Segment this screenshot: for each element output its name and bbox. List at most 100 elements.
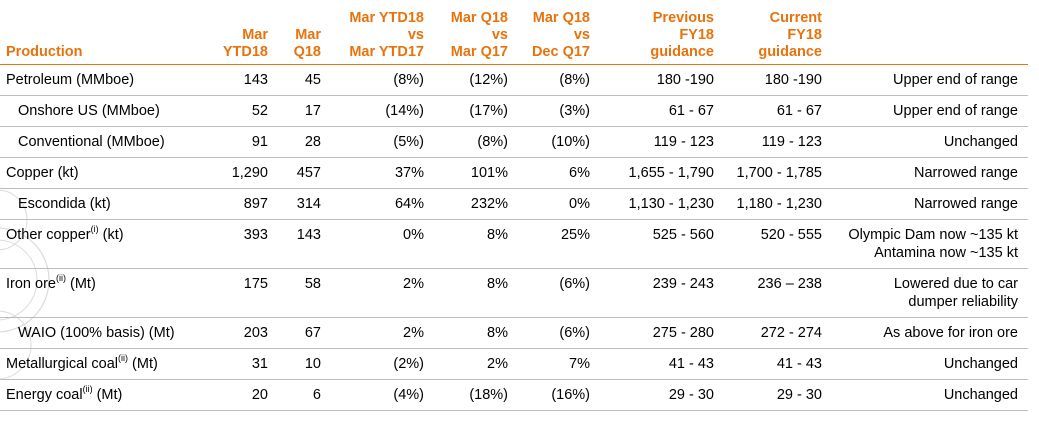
q-vs-q-cell: 8% — [428, 317, 512, 349]
guidance-comment-cell: Upper end of range — [826, 64, 1028, 96]
guidance-comment-line: Antamina now ~135 kt — [874, 245, 1018, 261]
mar-q18-cell: 10 — [272, 348, 325, 380]
current-guidance-cell: 41 - 43 — [718, 348, 826, 380]
mar-q18-cell: 457 — [272, 157, 325, 189]
mar-q18-cell: 58 — [272, 268, 325, 318]
commodity-name: Conventional (MMboe) — [18, 134, 165, 150]
ytd-vs-ytd-cell: (5%) — [325, 126, 428, 158]
q-vs-dec-cell: (16%) — [512, 379, 594, 411]
guidance-comment-cell: Upper end of range — [826, 95, 1028, 127]
table-row: WAIO (100% basis) (Mt) 203 67 2% 8% (6%) 275 -… — [0, 317, 1028, 349]
mar-ytd18-cell: 31 — [200, 348, 272, 380]
q-vs-dec-cell: 7% — [512, 348, 594, 380]
commodity-name-cell: Energy coal(ii) (Mt) — [0, 379, 200, 411]
guidance-comment-line: Unchanged — [943, 356, 1018, 372]
mar-q18-cell: 17 — [272, 95, 325, 127]
header-production: Production — [0, 10, 200, 65]
mar-ytd18-cell: 143 — [200, 64, 272, 96]
mar-q18-cell: 314 — [272, 188, 325, 220]
mar-q18-cell: 6 — [272, 379, 325, 411]
current-guidance-cell: 61 - 67 — [718, 95, 826, 127]
mar-q18-cell: 45 — [272, 64, 325, 96]
table-row: Petroleum (MMboe) 143 45 (8%) (12%) (8%) 180 -… — [0, 64, 1028, 96]
table-row: Metallurgical coal(ii) (Mt) 31 10 (2%) 2% 7% 4… — [0, 348, 1028, 380]
table-row: Copper (kt) 1,290 457 37% 101% 6% 1,655 - 1,79… — [0, 157, 1028, 189]
guidance-comment-line: Lowered due to car — [893, 276, 1018, 292]
header-current-guidance: Current FY18 guidance — [718, 10, 826, 65]
commodity-name-cell: Metallurgical coal(ii) (Mt) — [0, 348, 200, 380]
mar-ytd18-cell: 203 — [200, 317, 272, 349]
commodity-unit: (Mt) — [128, 356, 158, 372]
current-guidance-cell: 520 - 555 — [718, 219, 826, 269]
previous-guidance-cell: 275 - 280 — [594, 317, 718, 349]
mar-ytd18-cell: 393 — [200, 219, 272, 269]
guidance-comment-line: As above for iron ore — [883, 325, 1018, 341]
mar-ytd18-cell: 91 — [200, 126, 272, 158]
guidance-comment-cell: Narrowed range — [826, 157, 1028, 189]
table-row: Iron ore(ii) (Mt) 175 58 2% 8% (6%) 239 - 243 2… — [0, 268, 1028, 318]
ytd-vs-ytd-cell: 0% — [325, 219, 428, 269]
guidance-comment-line: Narrowed range — [914, 165, 1018, 181]
header-q-vs-q: Mar Q18 vs Mar Q17 — [428, 10, 512, 65]
guidance-comment-line: dumper reliability — [908, 294, 1018, 310]
commodity-name-cell: Escondida (kt) — [0, 188, 200, 220]
header-q-vs-dec: Mar Q18 vs Dec Q17 — [512, 10, 594, 65]
table-row: Conventional (MMboe) 91 28 (5%) (8%) (10%) 119… — [0, 126, 1028, 158]
q-vs-q-cell: 2% — [428, 348, 512, 380]
previous-guidance-cell: 119 - 123 — [594, 126, 718, 158]
footnote-marker: (ii) — [82, 384, 93, 395]
mar-q18-cell: 28 — [272, 126, 325, 158]
ytd-vs-ytd-cell: (4%) — [325, 379, 428, 411]
table-row: Other copper(i) (kt) 393 143 0% 8% 25% 525 - 5… — [0, 219, 1028, 269]
mar-ytd18-cell: 52 — [200, 95, 272, 127]
guidance-comment-cell: Narrowed range — [826, 188, 1028, 220]
commodity-name: Other copper — [6, 227, 91, 243]
mar-ytd18-cell: 175 — [200, 268, 272, 318]
previous-guidance-cell: 29 - 30 — [594, 379, 718, 411]
footnote-marker: (ii) — [55, 273, 66, 284]
previous-guidance-cell: 41 - 43 — [594, 348, 718, 380]
ytd-vs-ytd-cell: (2%) — [325, 348, 428, 380]
previous-guidance-cell: 180 -190 — [594, 64, 718, 96]
ytd-vs-ytd-cell: (14%) — [325, 95, 428, 127]
commodity-name-cell: WAIO (100% basis) (Mt) — [0, 317, 200, 349]
guidance-comment-line: Olympic Dam now ~135 kt — [848, 227, 1018, 243]
q-vs-q-cell: (17%) — [428, 95, 512, 127]
ytd-vs-ytd-cell: 64% — [325, 188, 428, 220]
header-mar-ytd18: Mar YTD18 — [200, 10, 272, 65]
production-guidance-table: Production Mar YTD18 Mar Q18 Mar YTD18 vs Ma… — [0, 10, 1028, 411]
commodity-name: Petroleum (MMboe) — [6, 72, 135, 88]
mar-ytd18-cell: 20 — [200, 379, 272, 411]
commodity-name: Escondida (kt) — [18, 196, 111, 212]
ytd-vs-ytd-cell: 2% — [325, 268, 428, 318]
q-vs-dec-cell: (6%) — [512, 317, 594, 349]
guidance-comment-line: Upper end of range — [893, 103, 1018, 119]
current-guidance-cell: 272 - 274 — [718, 317, 826, 349]
previous-guidance-cell: 1,130 - 1,230 — [594, 188, 718, 220]
q-vs-dec-cell: (6%) — [512, 268, 594, 318]
header-ytd-vs-ytd: Mar YTD18 vs Mar YTD17 — [325, 10, 428, 65]
q-vs-q-cell: 101% — [428, 157, 512, 189]
guidance-comment-cell: Unchanged — [826, 379, 1028, 411]
commodity-name: Onshore US (MMboe) — [18, 103, 160, 119]
commodity-name-cell: Other copper(i) (kt) — [0, 219, 200, 269]
commodity-name: Iron ore — [6, 276, 56, 292]
guidance-comment-cell: Lowered due to car dumper reliability — [826, 268, 1028, 318]
current-guidance-cell: 29 - 30 — [718, 379, 826, 411]
current-guidance-cell: 1,180 - 1,230 — [718, 188, 826, 220]
commodity-name-cell: Iron ore(ii) (Mt) — [0, 268, 200, 318]
q-vs-dec-cell: (3%) — [512, 95, 594, 127]
commodity-name-cell: Copper (kt) — [0, 157, 200, 189]
previous-guidance-cell: 239 - 243 — [594, 268, 718, 318]
mar-ytd18-cell: 897 — [200, 188, 272, 220]
q-vs-dec-cell: (8%) — [512, 64, 594, 96]
commodity-name: Energy coal — [6, 387, 83, 403]
header-row: Production Mar YTD18 Mar Q18 Mar YTD18 vs Ma… — [0, 10, 1028, 65]
q-vs-q-cell: (8%) — [428, 126, 512, 158]
previous-guidance-cell: 525 - 560 — [594, 219, 718, 269]
guidance-comment-cell: Unchanged — [826, 348, 1028, 380]
guidance-comment-line: Upper end of range — [893, 72, 1018, 88]
q-vs-q-cell: (12%) — [428, 64, 512, 96]
commodity-name: WAIO (100% basis) (Mt) — [18, 325, 175, 341]
guidance-comment-cell: As above for iron ore — [826, 317, 1028, 349]
